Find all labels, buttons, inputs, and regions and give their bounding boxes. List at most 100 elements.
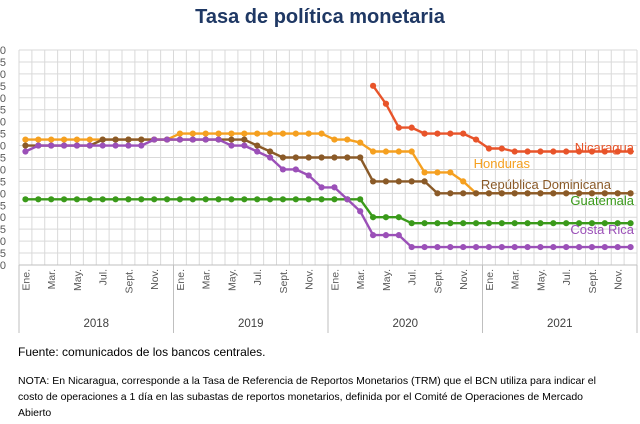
data-point — [511, 243, 518, 251]
data-point — [575, 243, 583, 251]
data-point — [279, 166, 287, 173]
data-point — [125, 196, 132, 203]
data-point — [395, 178, 402, 185]
data-point — [434, 243, 441, 251]
data-point — [254, 130, 261, 137]
data-point — [575, 220, 583, 227]
data-point — [254, 142, 261, 149]
x-tick-label: May. — [226, 269, 238, 291]
data-point — [112, 142, 119, 149]
data-point — [22, 196, 29, 203]
data-point — [588, 220, 596, 227]
data-point — [331, 196, 338, 203]
data-point — [292, 154, 299, 161]
data-point — [421, 130, 428, 137]
data-point — [498, 243, 505, 251]
data-point — [485, 145, 493, 152]
y-tick-label: 5 — [0, 153, 6, 165]
y-tick-label: 5 — [0, 129, 6, 141]
x-tick-label: Nov. — [149, 269, 161, 290]
data-point — [292, 166, 299, 173]
data-point — [176, 130, 184, 137]
y-tick-label: 0 — [0, 164, 6, 176]
year-label: 2020 — [392, 318, 418, 330]
x-tick-label: Nov. — [304, 269, 316, 290]
data-point — [151, 136, 158, 143]
data-point — [575, 190, 583, 197]
data-point — [138, 136, 145, 143]
x-tick-label: Mar. — [510, 269, 522, 289]
series-label: Nicaragua — [575, 140, 635, 155]
data-point — [369, 214, 377, 221]
data-point — [60, 196, 68, 203]
data-point — [228, 142, 235, 149]
data-point — [575, 148, 583, 155]
source-note: Fuente: comunicados de los bancos centra… — [18, 345, 266, 359]
x-tick-label: Mar. — [46, 269, 58, 289]
data-point — [614, 190, 621, 197]
data-point — [434, 130, 441, 137]
x-tick-label: Mar. — [201, 269, 213, 289]
data-point — [151, 196, 158, 203]
data-point — [22, 148, 29, 155]
data-point — [163, 196, 171, 203]
y-tick-label: 0 — [0, 141, 6, 153]
data-point — [511, 190, 518, 197]
data-point — [395, 214, 402, 221]
data-point — [550, 148, 557, 155]
data-point — [498, 220, 505, 227]
data-point — [408, 243, 415, 251]
data-point — [305, 196, 312, 203]
y-tick-label: 0 — [0, 260, 6, 272]
data-point — [601, 243, 608, 251]
data-point — [344, 154, 351, 161]
data-point — [614, 243, 621, 251]
data-point — [601, 190, 608, 197]
data-point — [369, 178, 377, 185]
data-point — [73, 136, 81, 143]
data-point — [460, 178, 467, 185]
data-point — [601, 220, 608, 227]
data-point — [331, 184, 338, 191]
series-label: Guatemala — [570, 193, 634, 208]
data-point — [485, 243, 493, 251]
x-tick-label: Ene. — [329, 269, 341, 291]
data-point — [125, 136, 132, 143]
data-point — [292, 196, 299, 203]
data-point — [99, 196, 106, 203]
y-tick-label: 5 — [0, 200, 6, 212]
data-point — [292, 130, 299, 137]
data-point — [279, 154, 287, 161]
data-point — [447, 130, 454, 137]
data-point — [279, 130, 287, 137]
data-point — [550, 220, 557, 227]
y-tick-label: 0 — [0, 69, 6, 81]
data-point — [125, 142, 132, 149]
data-point — [588, 243, 596, 251]
data-point — [73, 142, 81, 149]
data-point — [215, 130, 222, 137]
series-label: Honduras — [474, 156, 531, 171]
x-tick-label: May. — [72, 269, 84, 291]
data-point — [588, 190, 596, 197]
x-tick-label: Jul. — [407, 269, 419, 285]
y-tick-label: 5 — [0, 81, 6, 93]
data-point — [447, 220, 454, 227]
data-point — [357, 208, 364, 215]
y-tick-label: 5 — [0, 224, 6, 236]
data-point — [627, 220, 634, 227]
data-point — [627, 190, 634, 197]
data-point — [266, 130, 274, 137]
data-point — [369, 82, 377, 89]
data-point — [215, 136, 222, 143]
data-point — [22, 136, 29, 143]
data-point — [86, 142, 93, 149]
data-point — [498, 145, 505, 152]
data-point — [408, 148, 415, 155]
data-point — [202, 136, 209, 143]
data-point — [202, 130, 209, 137]
data-point — [163, 136, 171, 143]
data-point — [524, 220, 531, 227]
x-tick-label: Ene. — [484, 269, 496, 291]
data-point — [279, 196, 287, 203]
